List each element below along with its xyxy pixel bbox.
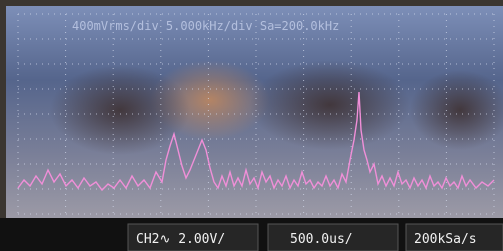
- timebase: 500.0us/: [290, 232, 353, 247]
- channel-scale: CH2∿ 2.00V/: [136, 232, 225, 247]
- reflection: [250, 60, 410, 150]
- scope-display: 400mVrms/div 5.000kHz/div Sa=200.0kHz CH…: [0, 0, 503, 251]
- header-text: 400mVrms/div 5.000kHz/div Sa=200.0kHz: [72, 19, 339, 33]
- reflection: [50, 65, 190, 155]
- sample-rate: 200kSa/s: [414, 232, 477, 247]
- oscilloscope-photo: 400mVrms/div 5.000kHz/div Sa=200.0kHz CH…: [0, 0, 503, 251]
